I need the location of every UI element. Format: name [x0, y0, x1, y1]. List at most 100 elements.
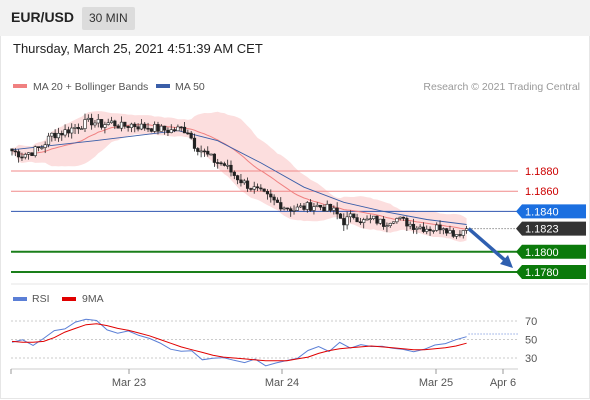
- forecast-arrow-shaft: [467, 227, 509, 264]
- candle-body: [172, 129, 177, 132]
- last-price-tag: [516, 221, 586, 236]
- candle-body: [325, 203, 329, 212]
- candle-body: [335, 207, 339, 215]
- x-tick-label: Mar 24: [265, 377, 299, 389]
- candle-body: [76, 127, 80, 130]
- candle-body: [385, 225, 389, 228]
- candle-body: [418, 226, 422, 229]
- candle-body: [50, 132, 54, 137]
- candle-body: [166, 129, 170, 133]
- candle-body: [368, 218, 372, 220]
- candle-body: [328, 203, 333, 211]
- candle-body: [123, 121, 127, 127]
- candle-body: [375, 215, 379, 224]
- candle-body: [43, 144, 47, 148]
- candle-body: [428, 228, 432, 231]
- price-tags: 1.1880 1.1860 1.1840 1.1823 1.1800 1.1780: [516, 166, 586, 279]
- candle-body: [305, 202, 309, 210]
- candle-body: [239, 179, 243, 184]
- candle-body: [133, 123, 137, 128]
- candle-body: [395, 218, 399, 223]
- candle-body: [398, 216, 402, 219]
- candle-body: [448, 230, 452, 234]
- candle-body: [242, 180, 246, 184]
- candle-body: [411, 223, 416, 230]
- ma20-legend-swatch: [13, 84, 27, 88]
- credit-text: Research © 2021 Trading Central: [423, 81, 580, 93]
- candle-body: [182, 126, 187, 134]
- candle-body: [99, 119, 104, 128]
- candle-body: [262, 188, 266, 192]
- candle-body: [186, 132, 190, 135]
- candle-body: [159, 125, 163, 132]
- resistance-label: 1.1860: [525, 186, 559, 198]
- candle-body: [153, 124, 157, 132]
- candle-body: [219, 162, 223, 165]
- candle-body: [10, 148, 14, 152]
- candle-body: [461, 230, 465, 236]
- chart-header: EUR/USD 30 MIN: [0, 0, 590, 36]
- candle-body: [372, 215, 376, 219]
- candle-body: [136, 126, 140, 130]
- rsi-ma-line: [11, 323, 467, 362]
- rsi-legend-swatch: [13, 297, 27, 301]
- candle-body: [83, 119, 87, 129]
- candle-body: [272, 196, 276, 201]
- ma50-legend-label: MA 50: [175, 81, 205, 93]
- ma50-line: [11, 130, 467, 225]
- timeframe-badge[interactable]: 30 MIN: [82, 7, 135, 30]
- ma50-legend-swatch: [156, 84, 170, 88]
- candle-body: [458, 234, 462, 236]
- rsi-tick-label: 50: [525, 335, 537, 347]
- bollinger-band-fill: [12, 111, 467, 242]
- candle-body: [455, 234, 459, 237]
- rsi-ma-legend-swatch: [62, 297, 76, 301]
- candle-body: [192, 137, 197, 149]
- candle-body: [438, 224, 442, 231]
- candle-body: [265, 191, 270, 195]
- candle-body: [441, 228, 445, 231]
- candle-body: [269, 193, 273, 198]
- candle-body: [342, 218, 346, 226]
- resistance-label: 1.1880: [525, 166, 559, 178]
- candle-body: [176, 126, 180, 132]
- candle-body: [169, 129, 173, 133]
- candle-body: [212, 153, 216, 163]
- candle-body: [202, 150, 207, 153]
- candle-body: [295, 206, 299, 211]
- candle-body: [405, 218, 409, 227]
- rsi-ma-legend-label: 9MA: [82, 293, 104, 305]
- candle-body: [425, 228, 429, 232]
- candle-body: [358, 221, 362, 224]
- candle-body: [46, 135, 51, 145]
- candle-body: [146, 127, 150, 130]
- x-tick-label: Mar 25: [419, 377, 453, 389]
- candle-body: [309, 202, 313, 211]
- x-axis: Mar 23 Mar 24 Mar 25 Apr 6: [10, 369, 516, 389]
- timestamp: Thursday, March 25, 2021 4:51:39 AM CET: [13, 41, 263, 56]
- candle-body: [40, 147, 44, 149]
- rsi-panel: 70 50 30: [11, 316, 537, 367]
- rsi-tick-label: 30: [525, 353, 537, 365]
- forecast-layer: [467, 227, 513, 268]
- candle-body: [73, 127, 77, 129]
- candle-body: [282, 207, 286, 210]
- candle-body: [255, 186, 260, 189]
- candle-body: [70, 127, 74, 134]
- candle-body: [60, 133, 64, 136]
- pivot-label: 1.1840: [525, 206, 559, 218]
- x-tick-label: Apr 6: [490, 377, 516, 389]
- candle-body: [365, 218, 369, 221]
- candle-body: [13, 150, 17, 153]
- candle-body: [20, 156, 24, 159]
- candle-body: [289, 208, 293, 212]
- price-levels: [11, 170, 518, 273]
- candle-body: [302, 205, 306, 210]
- candle-body: [63, 129, 67, 136]
- candle-body: [80, 128, 84, 130]
- candle-body: [315, 204, 319, 207]
- last-price-label: 1.1823: [525, 224, 559, 236]
- candle-body: [388, 222, 392, 227]
- candle-body: [318, 204, 323, 208]
